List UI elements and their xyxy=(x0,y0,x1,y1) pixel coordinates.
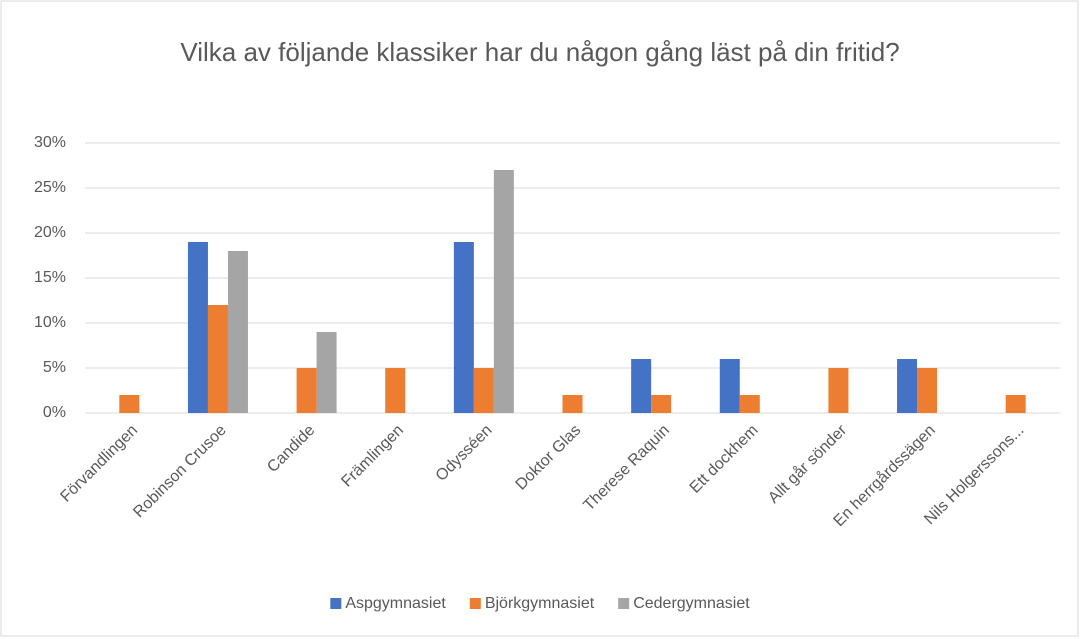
y-tick-label: 10% xyxy=(34,314,66,331)
x-tick-label: Ett dockhem xyxy=(687,422,762,497)
bar xyxy=(631,359,652,413)
bar xyxy=(316,332,337,413)
bar xyxy=(651,395,672,413)
bar xyxy=(296,368,317,413)
x-tick-label: Förvandlingen xyxy=(57,422,141,506)
legend-swatch xyxy=(618,598,630,609)
chart-title: Vilka av följande klassiker har du någon… xyxy=(180,37,900,67)
legend-swatch xyxy=(330,598,342,609)
x-tick-label: Allt går sönder xyxy=(765,421,851,507)
bar xyxy=(385,368,406,413)
bar xyxy=(739,395,760,413)
bar xyxy=(187,242,208,413)
bar xyxy=(562,395,583,413)
bar xyxy=(897,359,918,413)
bar xyxy=(473,368,494,413)
y-tick-label: 5% xyxy=(43,359,66,376)
x-tick-label: Robinson Crusoe xyxy=(130,422,230,522)
bar xyxy=(828,368,849,413)
x-tick-label: Therese Raquin xyxy=(580,422,673,515)
legend-swatch xyxy=(469,598,481,609)
legend-label: Cedergymnasiet xyxy=(633,595,750,612)
bar xyxy=(1005,395,1026,413)
y-tick-label: 15% xyxy=(34,269,66,286)
y-tick-label: 30% xyxy=(34,134,66,151)
bar xyxy=(493,170,514,413)
bar xyxy=(227,251,248,413)
x-tick-label: Doktor Glas xyxy=(513,422,585,494)
x-tick-label: Odysséen xyxy=(433,422,496,485)
y-tick-label: 25% xyxy=(34,179,66,196)
x-tick-label: Främlingen xyxy=(338,422,407,491)
bar xyxy=(453,242,474,413)
legend-label: Aspgymnasiet xyxy=(345,595,446,612)
bar xyxy=(917,368,938,413)
y-tick-label: 20% xyxy=(34,224,66,241)
bar xyxy=(207,305,228,413)
x-tick-label: Nils Holgerssons... xyxy=(921,422,1027,528)
x-tick-label: Candide xyxy=(264,422,318,476)
bar xyxy=(119,395,140,413)
legend-label: Björkgymnasiet xyxy=(485,595,595,612)
legend: Aspgymnasiet Björkgymnasiet Cedergymnasiet xyxy=(330,595,750,612)
y-tick-label: 0% xyxy=(43,404,66,421)
bar xyxy=(719,359,740,413)
